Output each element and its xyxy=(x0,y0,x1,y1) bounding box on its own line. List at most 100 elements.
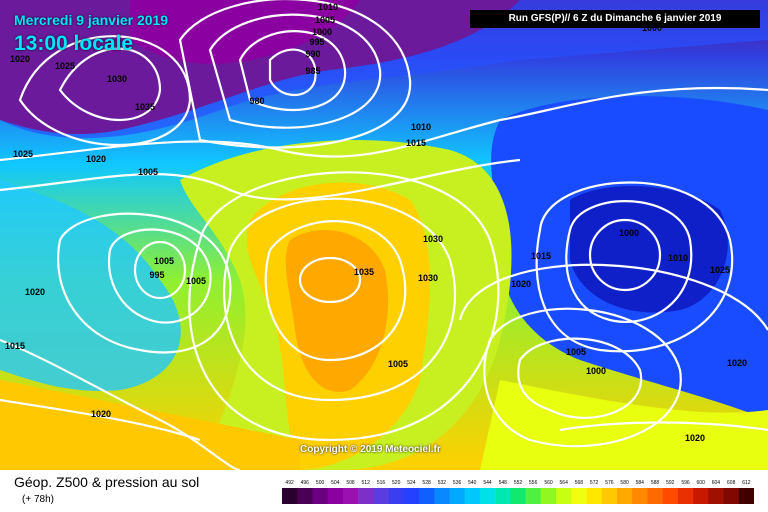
pressure-label: 1030 xyxy=(107,74,127,84)
scale-swatch xyxy=(388,488,405,504)
scale-tick: 496 xyxy=(301,480,310,486)
isobar-1005-east xyxy=(565,200,693,323)
isobar-1020-southwest xyxy=(0,398,201,442)
map-date: Mercredi 9 janvier 2019 xyxy=(14,12,169,28)
isobar-995-west xyxy=(133,240,187,300)
pressure-label: 995 xyxy=(149,270,164,280)
copyright: Copyright © 2019 Meteociel.fr xyxy=(300,444,441,455)
pressure-label: 1025 xyxy=(55,61,75,71)
legend-footer: Géop. Z500 & pression au sol (+ 78h) 492… xyxy=(0,470,768,512)
pressure-label: 1020 xyxy=(10,54,30,64)
isobar-1010-band xyxy=(0,86,768,162)
scale-tick: 608 xyxy=(727,480,736,486)
scale-tick: 596 xyxy=(681,480,690,486)
scale-swatch xyxy=(693,488,709,504)
scale-tick: 560 xyxy=(544,480,553,486)
scale-swatch xyxy=(662,488,679,504)
pressure-label: 1015 xyxy=(5,341,25,351)
isobar-1010-east xyxy=(535,181,734,353)
scale-swatch xyxy=(312,488,328,504)
pressure-label: 1005 xyxy=(315,15,335,25)
scale-swatch xyxy=(282,488,298,504)
pressure-label: 1010 xyxy=(668,253,688,263)
pressure-label: 1005 xyxy=(566,347,586,357)
isobars xyxy=(0,0,768,470)
scale-tick: 572 xyxy=(590,480,599,486)
pressure-label: 1025 xyxy=(710,265,730,275)
pressure-label: 1005 xyxy=(388,359,408,369)
scale-tick: 516 xyxy=(377,480,386,486)
pressure-label: 1035 xyxy=(354,267,374,277)
isobar-1000-west xyxy=(107,228,212,324)
scale-tick: 552 xyxy=(514,480,523,486)
isobar-995-north xyxy=(178,0,412,149)
scale-swatch xyxy=(617,488,633,504)
pressure-label: 1000 xyxy=(642,23,662,33)
pressure-label: 990 xyxy=(305,49,320,59)
scale-swatch xyxy=(327,488,344,504)
scale-swatch xyxy=(342,488,359,504)
pressure-label: 1030 xyxy=(423,234,443,244)
scale-tick: 556 xyxy=(529,480,538,486)
weather-map: 1010100510009959909859801025103010351020… xyxy=(0,0,768,470)
pressure-label: 1010 xyxy=(411,122,431,132)
z500-south-east xyxy=(480,380,768,470)
legend-title: Géop. Z500 & pression au sol xyxy=(14,474,200,490)
scale-tick: 600 xyxy=(697,480,706,486)
run-info: Run GFS(P)// 6 Z du Dimanche 6 janvier 2… xyxy=(470,10,760,28)
scale-tick: 604 xyxy=(712,480,721,486)
pressure-label: 1020 xyxy=(91,409,111,419)
pressure-label: 980 xyxy=(249,96,264,106)
isobar-1015-southeast xyxy=(458,263,768,331)
scale-tick: 536 xyxy=(453,480,462,486)
scale-swatch xyxy=(464,488,481,504)
pressure-label: 1000 xyxy=(586,366,606,376)
scale-tick: 588 xyxy=(651,480,660,486)
pressure-label: 1000 xyxy=(312,27,332,37)
scale-swatch xyxy=(479,488,496,504)
scale-tick: 520 xyxy=(392,480,401,486)
scale-swatch xyxy=(723,488,739,504)
scale-tick: 612 xyxy=(742,480,751,486)
isobar-1005-west xyxy=(57,212,232,354)
scale-swatch xyxy=(449,488,465,504)
z500-south-west xyxy=(0,380,300,470)
scale-tick: 508 xyxy=(346,480,355,486)
scale-swatch xyxy=(419,488,435,504)
pressure-label: 995 xyxy=(309,37,324,47)
pressure-label: 1020 xyxy=(727,358,747,368)
z500-core-east xyxy=(570,186,728,313)
scale-swatch xyxy=(540,488,557,504)
scale-tick: 504 xyxy=(331,480,340,486)
scale-tick: 524 xyxy=(407,480,416,486)
isobar-1020-southeast xyxy=(559,421,768,432)
scale-tick: 548 xyxy=(499,480,508,486)
isobar-990-north xyxy=(208,13,382,129)
pressure-label: 1035 xyxy=(135,102,155,112)
isobar-1000-east xyxy=(588,218,662,292)
scale-tick: 492 xyxy=(285,480,294,486)
scale-swatch xyxy=(586,488,602,504)
isobar-1030-ridge xyxy=(264,220,407,362)
scale-swatch xyxy=(708,488,724,504)
isobar-1025-ridge xyxy=(222,197,457,402)
pressure-label: 985 xyxy=(305,66,320,76)
scale-tick: 544 xyxy=(483,480,492,486)
isobar-1005-southeast xyxy=(517,337,643,419)
isobar-1030-greenland xyxy=(18,35,192,146)
z500-ridge-core xyxy=(285,230,389,392)
scale-tick: 584 xyxy=(636,480,645,486)
scale-tick: 500 xyxy=(316,480,325,486)
scale-swatch xyxy=(373,488,389,504)
pressure-labels: 1010100510009959909859801025103010351020… xyxy=(5,2,747,443)
scale-tick: 540 xyxy=(468,480,477,486)
z500-blue-band xyxy=(0,0,768,139)
scale-tick: 532 xyxy=(438,480,447,486)
pressure-label: 1005 xyxy=(154,256,174,266)
scale-swatch xyxy=(434,488,450,504)
scale-swatch xyxy=(632,488,648,504)
scale-swatch xyxy=(556,488,572,504)
pressure-label: 1020 xyxy=(86,154,106,164)
scale-swatch xyxy=(738,488,754,504)
